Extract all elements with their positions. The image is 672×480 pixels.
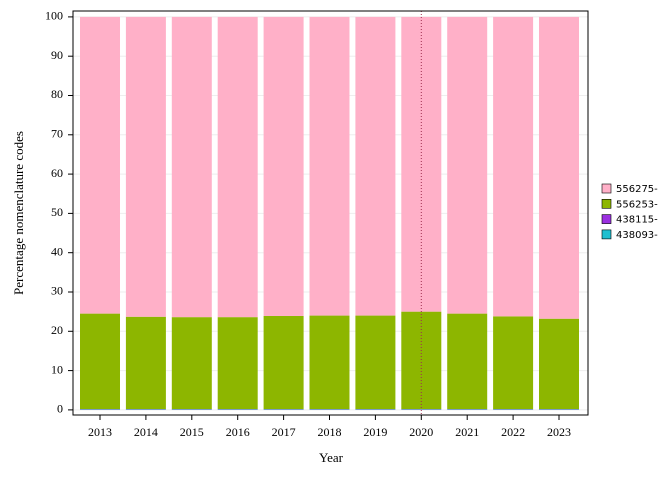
bar-segment (539, 16, 579, 319)
y-tick-label: 10 (51, 362, 63, 376)
x-tick-label: 2013 (88, 425, 112, 439)
x-tick-label: 2015 (180, 425, 204, 439)
bar-segment (217, 317, 258, 410)
legend-label: 438093- (616, 230, 658, 241)
bar-segment (447, 16, 488, 314)
x-tick-label: 2014 (134, 425, 158, 439)
bar-segment (125, 316, 166, 410)
bar-segment (171, 317, 212, 410)
bar-segment (80, 16, 120, 314)
y-tick-label: 100 (45, 9, 63, 23)
bar-segment (447, 313, 488, 410)
y-tick-label: 30 (51, 284, 63, 298)
legend-swatch (601, 229, 612, 240)
bar-segment (217, 16, 258, 318)
x-tick-label: 2022 (501, 425, 525, 439)
bar-segment (309, 16, 350, 316)
bar-segment (80, 313, 120, 410)
bar-segment (171, 16, 212, 318)
bar-segment (355, 315, 396, 410)
y-tick-label: 20 (51, 323, 63, 337)
x-tick-label: 2023 (547, 425, 571, 439)
bar-segment (263, 315, 304, 410)
bar-segment (125, 16, 166, 317)
bar-segment (355, 16, 396, 316)
plot-frame (72, 10, 589, 416)
y-tick-label: 40 (51, 244, 63, 258)
legend-label: 556275- (616, 184, 658, 195)
bar-segment (493, 16, 534, 317)
y-tick-label: 50 (51, 205, 63, 219)
legend-label: 556253- (616, 199, 658, 210)
y-tick-label: 90 (51, 48, 63, 62)
x-tick-label: 2018 (318, 425, 342, 439)
legend-label: 438115- (616, 215, 658, 226)
bar-segment (493, 316, 534, 410)
legend-swatch (601, 183, 612, 194)
y-tick-label: 70 (51, 127, 63, 141)
y-tick-label: 0 (57, 402, 63, 416)
legend-swatch (601, 199, 612, 209)
bar-segment (539, 318, 579, 410)
y-tick-label: 80 (51, 87, 63, 101)
y-axis-label: Percentage nomenclature codes (11, 131, 26, 295)
x-axis-label: Year (319, 450, 344, 465)
x-tick-label: 2020 (409, 425, 433, 439)
bar-segment (309, 315, 350, 410)
x-tick-label: 2021 (455, 425, 479, 439)
y-tick-label: 60 (51, 166, 63, 180)
x-tick-label: 2019 (363, 425, 387, 439)
legend-swatch (601, 214, 612, 224)
bar-segment (263, 16, 304, 316)
x-tick-label: 2016 (226, 425, 250, 439)
x-tick-label: 2017 (272, 425, 296, 439)
